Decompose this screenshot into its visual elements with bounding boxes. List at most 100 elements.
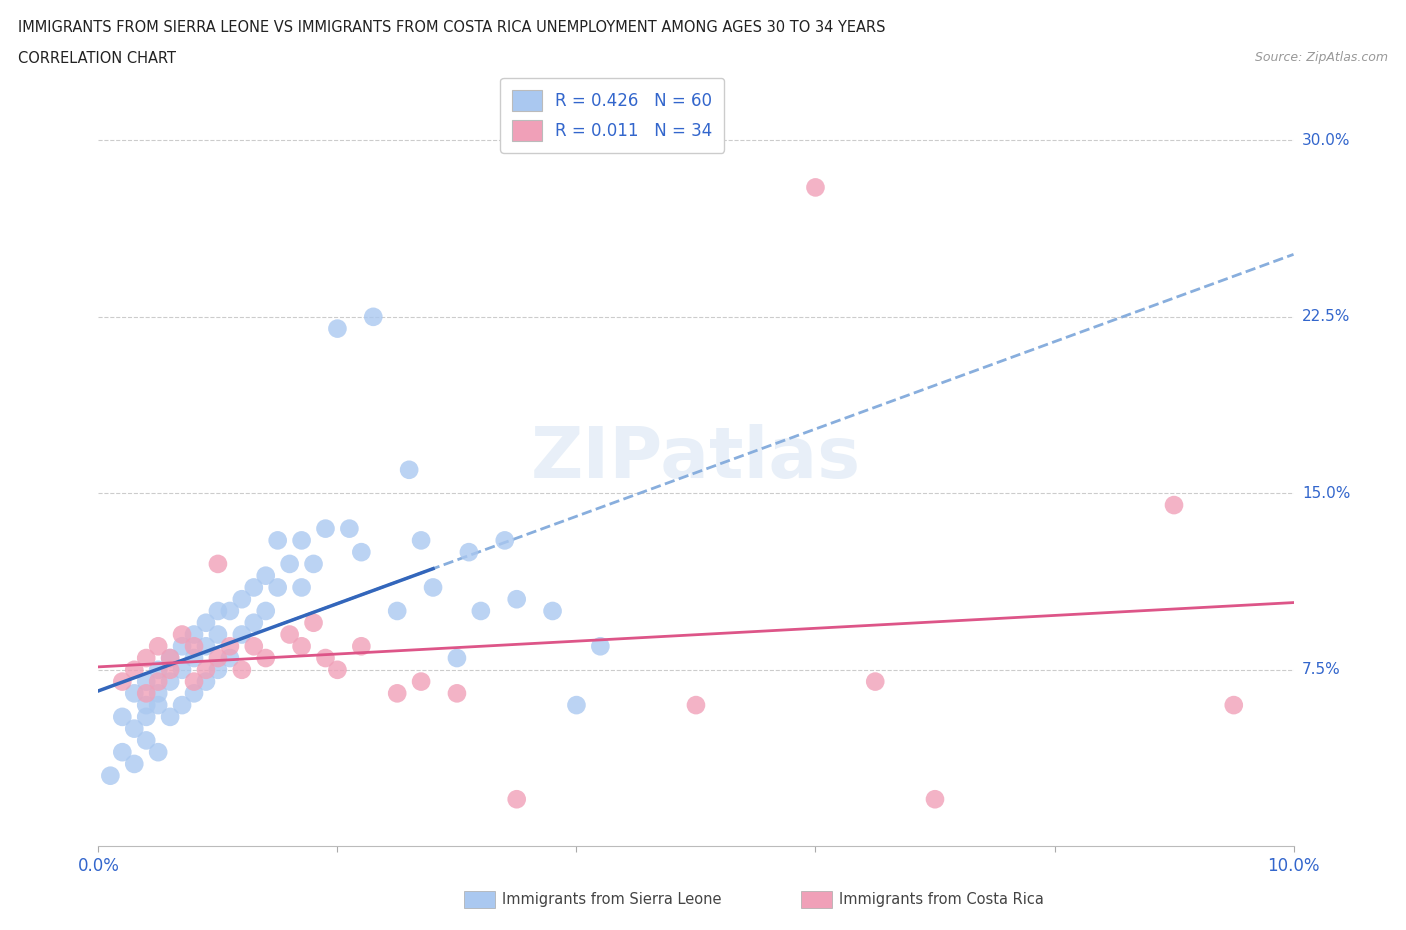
Point <box>685 698 707 712</box>
Point <box>231 627 253 642</box>
Point <box>243 616 266 631</box>
Text: ZIPatlas: ZIPatlas <box>531 423 860 493</box>
Point <box>135 651 157 666</box>
Point <box>290 580 312 595</box>
Point <box>124 721 146 736</box>
Point <box>194 616 218 631</box>
Point <box>194 662 218 677</box>
Point <box>865 674 887 689</box>
Point <box>411 533 433 548</box>
Point <box>278 627 301 642</box>
Point <box>172 627 194 642</box>
Point <box>148 745 170 760</box>
Point <box>172 662 194 677</box>
Point <box>194 639 218 654</box>
Point <box>494 533 516 548</box>
Point <box>183 686 205 701</box>
Point <box>148 674 170 689</box>
Point <box>207 556 229 571</box>
Point <box>411 674 433 689</box>
Point <box>172 639 194 654</box>
Text: IMMIGRANTS FROM SIERRA LEONE VS IMMIGRANTS FROM COSTA RICA UNEMPLOYMENT AMONG AG: IMMIGRANTS FROM SIERRA LEONE VS IMMIGRAN… <box>18 20 886 35</box>
Point <box>446 686 468 701</box>
Point <box>422 580 444 595</box>
Point <box>506 791 529 806</box>
Point <box>350 545 373 560</box>
Text: 7.5%: 7.5% <box>1302 662 1340 677</box>
Point <box>135 674 157 689</box>
Point <box>172 698 194 712</box>
Point <box>124 756 146 771</box>
Point <box>148 698 170 712</box>
Point <box>111 710 134 724</box>
Text: 30.0%: 30.0% <box>1302 133 1350 148</box>
Point <box>219 651 242 666</box>
Point <box>302 556 325 571</box>
Text: Immigrants from Costa Rica: Immigrants from Costa Rica <box>839 892 1045 907</box>
Point <box>243 639 266 654</box>
Point <box>159 674 181 689</box>
Point <box>470 604 492 618</box>
Point <box>339 521 360 536</box>
Point <box>231 662 253 677</box>
Text: Immigrants from Sierra Leone: Immigrants from Sierra Leone <box>502 892 721 907</box>
Text: 22.5%: 22.5% <box>1302 310 1350 325</box>
Point <box>135 733 157 748</box>
Point <box>385 686 409 701</box>
Point <box>207 651 229 666</box>
Text: 15.0%: 15.0% <box>1302 485 1350 501</box>
Point <box>183 627 205 642</box>
Point <box>398 462 420 477</box>
Point <box>219 604 242 618</box>
Point <box>254 568 277 583</box>
Point <box>207 627 229 642</box>
Point <box>183 674 205 689</box>
Point <box>267 580 290 595</box>
Point <box>207 604 229 618</box>
Point <box>111 745 134 760</box>
Point <box>194 674 218 689</box>
Point <box>385 604 409 618</box>
Point <box>565 698 588 712</box>
Point <box>207 662 229 677</box>
Point <box>1223 698 1246 712</box>
Text: CORRELATION CHART: CORRELATION CHART <box>18 51 176 66</box>
Point <box>135 686 157 701</box>
Point <box>446 651 468 666</box>
Point <box>219 639 242 654</box>
Point <box>315 521 337 536</box>
Point <box>135 710 157 724</box>
Point <box>159 651 181 666</box>
Point <box>924 791 946 806</box>
Point <box>458 545 481 560</box>
Point <box>326 321 349 336</box>
Point <box>363 310 385 325</box>
Point <box>506 591 529 606</box>
Legend: R = 0.426   N = 60, R = 0.011   N = 34: R = 0.426 N = 60, R = 0.011 N = 34 <box>501 78 724 153</box>
Point <box>231 591 253 606</box>
Point <box>148 686 170 701</box>
Point <box>148 662 170 677</box>
Point <box>243 580 266 595</box>
Point <box>254 651 277 666</box>
Point <box>326 662 349 677</box>
Point <box>98 768 122 783</box>
Point <box>290 533 312 548</box>
Point <box>589 639 612 654</box>
Point <box>302 616 325 631</box>
Point <box>111 674 134 689</box>
Point <box>350 639 373 654</box>
Point <box>541 604 564 618</box>
Point <box>315 651 337 666</box>
Point <box>267 533 290 548</box>
Point <box>159 710 181 724</box>
Point <box>124 662 146 677</box>
Point <box>183 651 205 666</box>
Point <box>278 556 301 571</box>
Point <box>135 698 157 712</box>
Point <box>254 604 277 618</box>
Point <box>804 180 827 195</box>
Point <box>159 662 181 677</box>
Point <box>290 639 312 654</box>
Point <box>159 651 181 666</box>
